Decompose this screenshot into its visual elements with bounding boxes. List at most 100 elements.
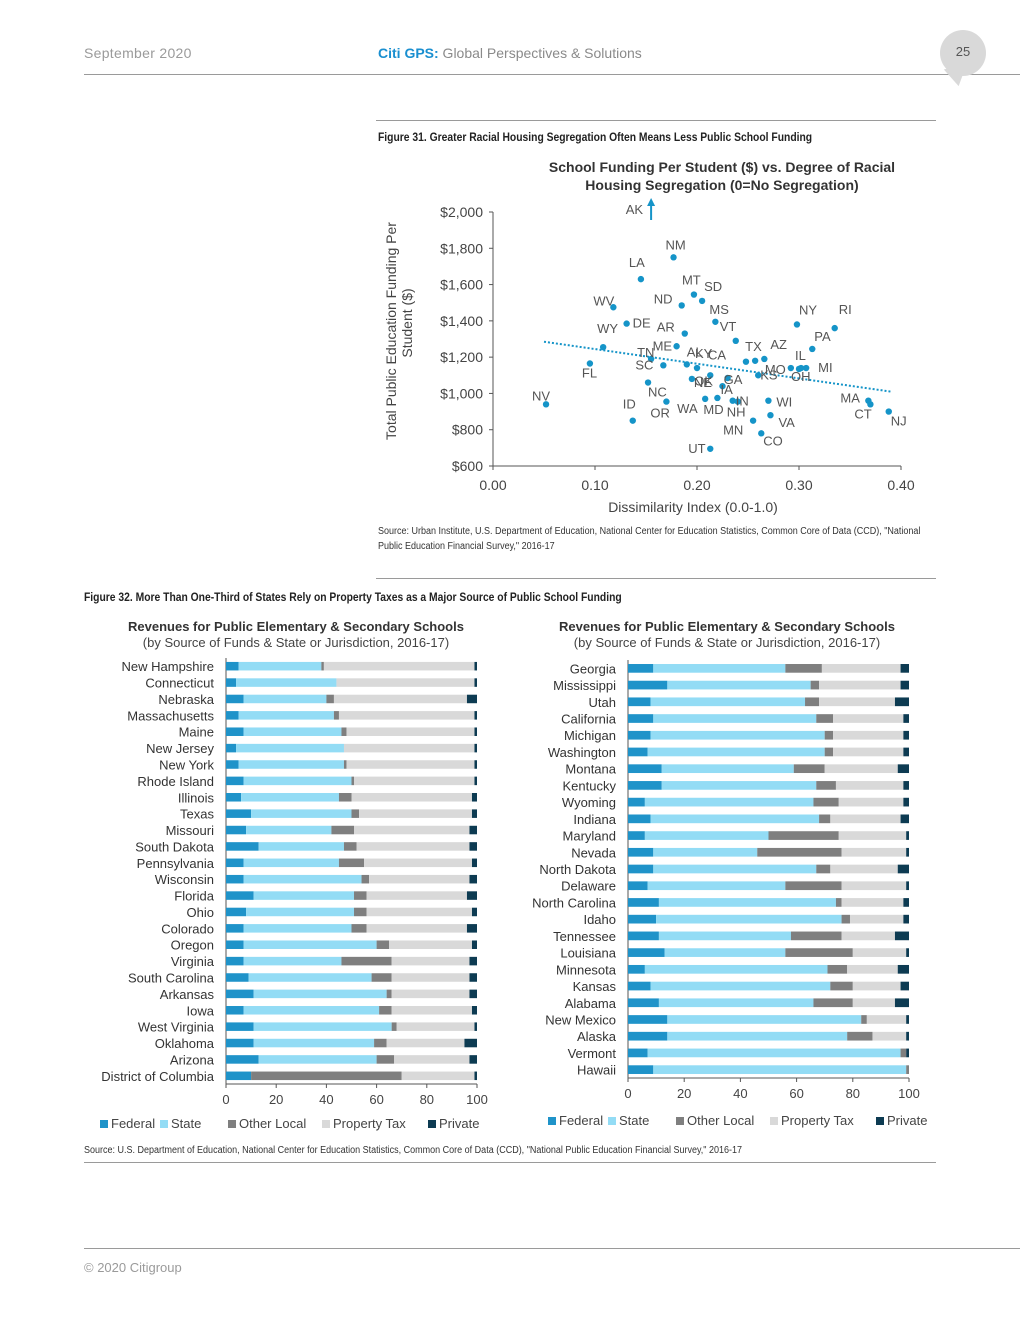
scatter-point bbox=[644, 379, 652, 386]
category-label: Georgia bbox=[570, 661, 617, 676]
y-axis-title-line1: Total Public Education Funding Per bbox=[383, 222, 399, 440]
category-label: New Hampshire bbox=[122, 659, 214, 674]
bar-segment-state bbox=[241, 793, 339, 802]
point-label: VA bbox=[778, 415, 795, 430]
bar-segment-state bbox=[243, 874, 362, 884]
bar-segment-federal bbox=[226, 842, 259, 851]
bar-segment-federal bbox=[628, 948, 665, 957]
scatter-point bbox=[693, 364, 701, 372]
category-label: California bbox=[561, 712, 617, 727]
category-label: Pennsylvania bbox=[137, 856, 215, 871]
category-label: Utah bbox=[589, 695, 616, 710]
bar-segment-private bbox=[903, 898, 909, 907]
scatter-point bbox=[683, 361, 690, 368]
category-label: Rhode Island bbox=[137, 774, 214, 789]
legend-label: Private bbox=[439, 1116, 479, 1131]
chart-title-line2: Housing Segregation (0=No Segregation) bbox=[585, 177, 858, 193]
bar-segment-property-tax bbox=[872, 1031, 907, 1041]
category-label: Delaware bbox=[561, 879, 616, 894]
legend-swatch bbox=[428, 1120, 436, 1128]
bar-segment-other-local bbox=[371, 973, 392, 982]
point-label: MT bbox=[682, 273, 701, 288]
bar-segment-property-tax bbox=[333, 694, 467, 704]
bar-segment-other-local bbox=[341, 727, 347, 736]
category-label: Washington bbox=[548, 745, 616, 760]
bar-segment-federal bbox=[226, 956, 244, 966]
chart-title-line1: School Funding Per Student ($) vs. Degre… bbox=[549, 159, 895, 175]
bar-segment-federal bbox=[628, 881, 648, 891]
scatter-point bbox=[734, 398, 741, 405]
category-label: New York bbox=[159, 758, 214, 773]
figure31-top-rule bbox=[376, 120, 936, 121]
bar-segment-other-local bbox=[338, 858, 365, 868]
bar-segment-federal bbox=[628, 664, 654, 673]
category-label: Wisconsin bbox=[155, 872, 214, 887]
bar-segment-private bbox=[897, 764, 909, 774]
scatter-point bbox=[749, 417, 757, 424]
point-label: OH bbox=[791, 369, 811, 384]
bar-segment-property-tax bbox=[359, 809, 472, 818]
bar-segment-property-tax bbox=[386, 1038, 465, 1048]
bar-segment-federal bbox=[226, 776, 244, 786]
bar-segment-state bbox=[258, 842, 344, 851]
bar-segment-property-tax bbox=[366, 891, 467, 900]
bar-segment-property-tax bbox=[338, 711, 475, 720]
scatter-point bbox=[599, 343, 607, 351]
bar-segment-state bbox=[248, 973, 372, 982]
bar-segment-federal bbox=[628, 898, 659, 907]
bar-segment-private bbox=[906, 831, 909, 840]
bar-segment-state bbox=[236, 678, 337, 687]
brand-name: Citi GPS: bbox=[378, 45, 439, 61]
bar-segment-state bbox=[650, 981, 831, 991]
bar-segment-other-local bbox=[824, 730, 834, 740]
scatter-point bbox=[623, 320, 630, 327]
legend-label: Property Tax bbox=[781, 1113, 854, 1128]
scatter-point bbox=[719, 382, 726, 390]
bar-segment-state bbox=[253, 989, 387, 999]
bar-segment-federal bbox=[628, 697, 651, 707]
bar-segment-state bbox=[243, 924, 352, 933]
x-tick-label: 20 bbox=[677, 1086, 691, 1101]
point-label: PA bbox=[814, 329, 831, 344]
bar-segment-federal bbox=[226, 1006, 244, 1015]
bar-segment-private bbox=[469, 973, 477, 982]
bar-segment-private bbox=[466, 694, 477, 704]
bar-segment-state bbox=[243, 1006, 380, 1015]
bar-segment-other-local bbox=[354, 891, 367, 900]
point-label: OR bbox=[650, 406, 670, 421]
bar-segment-other-local bbox=[386, 989, 392, 999]
bar-segment-other-local bbox=[321, 661, 324, 671]
point-label: NY bbox=[799, 302, 817, 317]
bar-chart-subtitle: (by Source of Funds & State or Jurisdict… bbox=[143, 635, 449, 650]
bar-segment-private bbox=[906, 1048, 909, 1058]
category-label: Indiana bbox=[573, 812, 616, 827]
category-label: Kansas bbox=[573, 979, 617, 994]
bar-segment-other-local bbox=[824, 747, 834, 757]
bar-segment-property-tax bbox=[833, 714, 904, 723]
bar-segment-property-tax bbox=[351, 793, 472, 802]
category-label: District of Columbia bbox=[101, 1069, 214, 1084]
point-label: WI bbox=[776, 395, 792, 410]
bar-segment-property-tax bbox=[819, 697, 895, 707]
category-label: Virginia bbox=[171, 954, 215, 969]
scatter-point bbox=[761, 355, 768, 363]
point-label: LA bbox=[629, 255, 645, 270]
bar-segment-other-local bbox=[376, 1055, 395, 1064]
y-tick-label: $1,600 bbox=[440, 277, 483, 293]
bar-segment-other-local bbox=[841, 914, 850, 924]
scatter-point bbox=[732, 337, 739, 345]
bar-segment-other-local bbox=[835, 898, 842, 907]
category-label: Nebraska bbox=[158, 692, 214, 707]
bar-segment-property-tax bbox=[364, 858, 472, 868]
category-label: South Dakota bbox=[135, 839, 215, 854]
x-tick-label: 0.20 bbox=[683, 477, 710, 493]
bar-segment-private bbox=[903, 714, 909, 723]
bar-segment-federal bbox=[628, 781, 662, 790]
point-label: MN bbox=[723, 423, 743, 438]
legend-label: Property Tax bbox=[333, 1116, 406, 1131]
category-label: North Carolina bbox=[532, 895, 617, 910]
bar-segment-other-local bbox=[374, 1038, 387, 1048]
bar-segment-federal bbox=[226, 678, 237, 687]
bar-segment-property-tax bbox=[852, 948, 907, 957]
category-label: North Dakota bbox=[539, 862, 616, 877]
